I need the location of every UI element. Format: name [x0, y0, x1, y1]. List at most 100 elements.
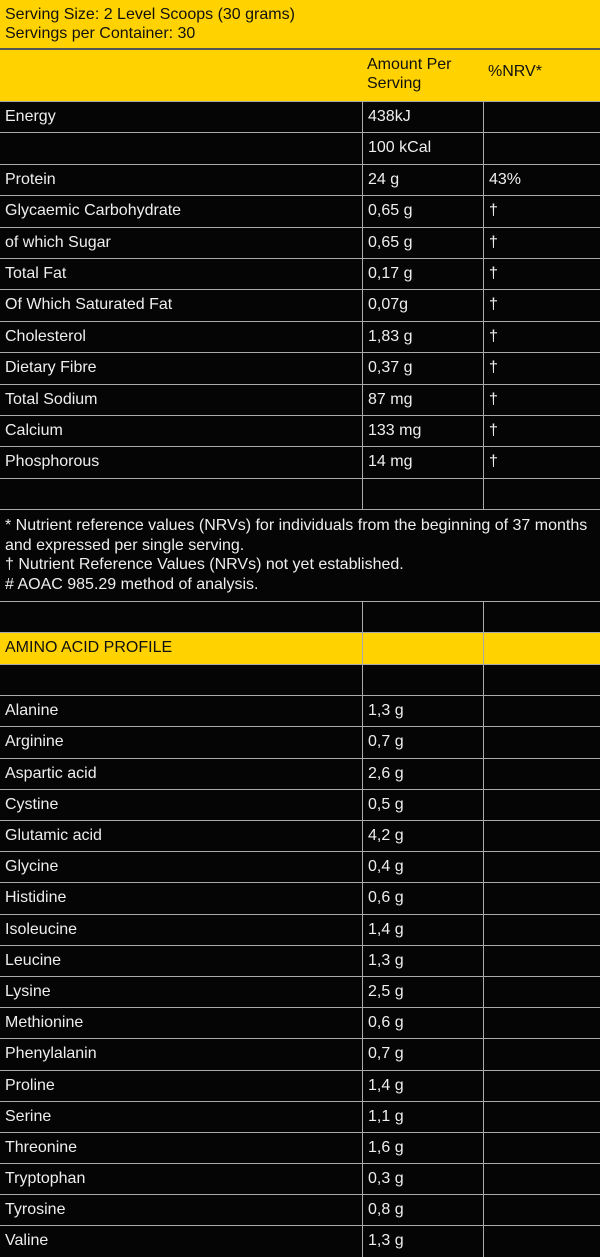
- header-amount: Amount Per Serving: [367, 56, 452, 92]
- nrv-cell: [483, 1164, 600, 1195]
- serving-info: Serving Size: 2 Level Scoops (30 grams) …: [0, 0, 600, 48]
- table-row: Tryptophan 0,3 g: [0, 1163, 600, 1195]
- nutrient-name: Cholesterol: [5, 327, 86, 345]
- table-row: Glutamic acid 4,2 g: [0, 820, 600, 852]
- amount-cell: 100 kCal: [362, 133, 483, 164]
- table-row: Tyrosine 0,8 g: [0, 1194, 600, 1226]
- amount-cell: 1,3 g: [362, 1226, 483, 1257]
- amount-cell: 1,3 g: [362, 945, 483, 976]
- amount-cell: 4,2 g: [362, 821, 483, 852]
- nutrient-name: Calcium: [5, 421, 63, 439]
- amino-title: AMINO ACID PROFILE: [5, 639, 173, 657]
- table-row: Valine 1,3 g: [0, 1225, 600, 1257]
- divider: [0, 48, 600, 50]
- amount-cell: 1,83 g: [362, 321, 483, 353]
- nutrient-name: Glutamic acid: [5, 827, 102, 844]
- nrv-cell: [483, 1226, 600, 1257]
- nutrient-name: Isoleucine: [5, 920, 78, 938]
- table-header: Amount Per Serving %NRV*: [0, 50, 600, 101]
- table-row: 100 kCal: [0, 132, 600, 164]
- table-row: Isoleucine 1,4 g: [0, 913, 600, 945]
- footnote: * Nutrient reference values (NRVs) for i…: [5, 517, 588, 554]
- table-row: Aspartic acid 2,6 g: [0, 757, 600, 789]
- amount-cell: 438kJ: [362, 102, 483, 133]
- nutrient-name: Cystine: [5, 795, 59, 813]
- table-row: Calcium 133 mg †: [0, 414, 600, 447]
- nrv-cell: [483, 852, 600, 883]
- amount-cell: 133 mg: [362, 415, 483, 447]
- amount-cell: 0,37 g: [362, 353, 483, 384]
- nutrient-name: [0, 133, 362, 163]
- nrv-cell: [483, 758, 600, 789]
- nutrient-name: Arginine: [5, 733, 64, 751]
- table-row: Histidine 0,6 g: [0, 882, 600, 914]
- amount-cell: 2,5 g: [362, 976, 483, 1008]
- amount-cell: 0,3 g: [362, 1164, 483, 1195]
- amino-table: Alanine 1,3 g Arginine 0,7 g Aspartic acid 2,…: [0, 695, 600, 1257]
- nrv-cell: [483, 696, 600, 727]
- table-row: Arginine 0,7 g: [0, 726, 600, 758]
- table-row: [0, 477, 600, 510]
- nutrient-name: of which Sugar: [5, 233, 111, 251]
- table-row: Total Fat 0,17 g †: [0, 257, 600, 290]
- nutrient-name: Proline: [5, 1076, 55, 1094]
- amount-cell: 1,1 g: [362, 1101, 483, 1132]
- header-nrv: %NRV*: [488, 63, 542, 80]
- nrv-cell: [483, 102, 600, 133]
- table-row: Alanine 1,3 g: [0, 695, 600, 727]
- amount-cell: 14 mg: [362, 447, 483, 478]
- empty-row: [0, 663, 600, 696]
- table-row: Phosphorous 14 mg †: [0, 446, 600, 478]
- nrv-cell: †: [483, 353, 600, 384]
- table-row: Dietary Fibre 0,37 g †: [0, 352, 600, 384]
- nrv-cell: [483, 914, 600, 945]
- nrv-cell: 43%: [483, 164, 600, 196]
- nrv-cell: [483, 945, 600, 976]
- table-row: Lysine 2,5 g: [0, 975, 600, 1008]
- nutrient-name: Glycaemic Carbohydrate: [5, 202, 182, 220]
- nutrient-name: Energy: [5, 108, 56, 125]
- footnote: # AOAC 985.29 method of analysis.: [5, 575, 259, 593]
- table-row: Glycaemic Carbohydrate 0,65 g †: [0, 195, 600, 227]
- nutrient-name: Of Which Saturated Fat: [5, 296, 173, 314]
- nrv-cell: †: [483, 227, 600, 258]
- amount-cell: 1,4 g: [362, 1070, 483, 1101]
- table-row: Leucine 1,3 g: [0, 944, 600, 976]
- nutrient-name: Phosphorous: [5, 453, 100, 471]
- empty-row: [0, 601, 600, 633]
- amount-cell: 0,7 g: [362, 727, 483, 758]
- nrv-cell: [483, 883, 600, 914]
- table-row: Serine 1,1 g: [0, 1100, 600, 1132]
- amount-cell: 1,6 g: [362, 1132, 483, 1164]
- amount-cell: 0,6 g: [362, 1008, 483, 1039]
- nrv-cell: †: [483, 290, 600, 321]
- nutrient-name: Threonine: [5, 1138, 78, 1156]
- nrv-cell: [483, 1195, 600, 1226]
- table-row: Glycine 0,4 g: [0, 851, 600, 883]
- header-blank: [0, 50, 362, 101]
- nutrient-name: Aspartic acid: [5, 764, 97, 782]
- serving-size: Serving Size: 2 Level Scoops (30 grams): [5, 6, 295, 23]
- nutrient-name: Phenylalanin: [5, 1045, 97, 1063]
- nrv-cell: [483, 727, 600, 758]
- amino-header: AMINO ACID PROFILE: [0, 632, 600, 664]
- nrv-cell: †: [483, 415, 600, 447]
- nrv-cell: [483, 1008, 600, 1039]
- nrv-cell: [483, 821, 600, 852]
- nrv-cell: †: [483, 321, 600, 353]
- nutrient-name: Serine: [5, 1107, 52, 1125]
- amount-cell: 24 g: [362, 164, 483, 196]
- footnotes: * Nutrient reference values (NRVs) for i…: [0, 509, 600, 601]
- amount-cell: 1,3 g: [362, 696, 483, 727]
- nrv-cell: [483, 1070, 600, 1101]
- table-row: Phenylalanin 0,7 g: [0, 1038, 600, 1070]
- amount-cell: 0,8 g: [362, 1195, 483, 1226]
- amount-cell: 2,6 g: [362, 758, 483, 789]
- table-row: Protein 24 g 43%: [0, 163, 600, 196]
- nrv-cell: †: [483, 447, 600, 478]
- nrv-cell: [483, 1039, 600, 1070]
- table-row: Cystine 0,5 g: [0, 788, 600, 820]
- nrv-cell: [483, 789, 600, 820]
- nutrient-name: Histidine: [5, 889, 67, 907]
- amount-cell: 1,4 g: [362, 914, 483, 945]
